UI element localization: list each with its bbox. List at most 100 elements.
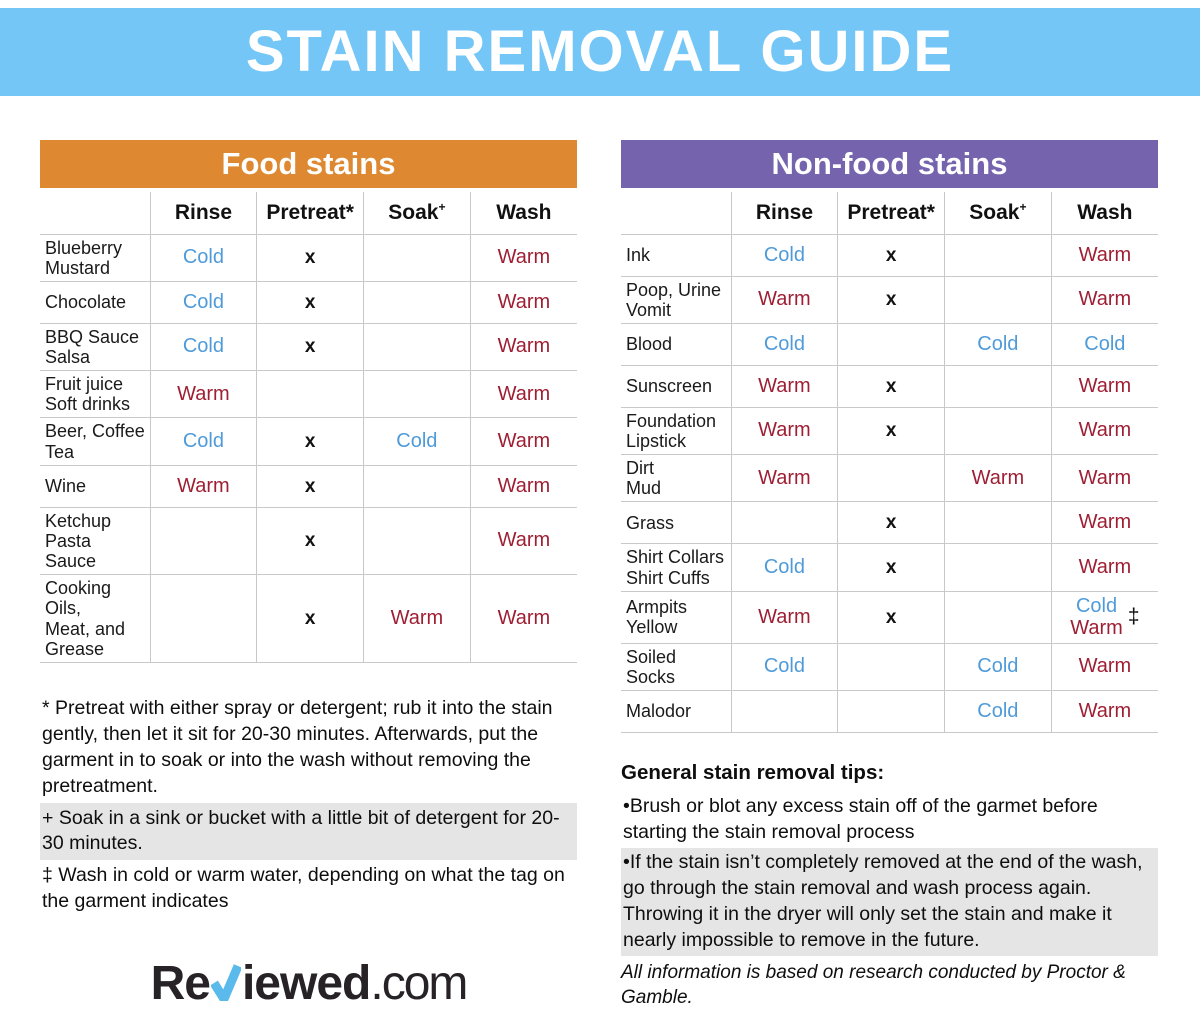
stain-name-cell: Foundation Lipstick (621, 406, 732, 456)
soak-cell (363, 370, 471, 419)
pretreat-cell: x (256, 464, 365, 508)
pretreat-x-mark: x (885, 375, 897, 397)
column-header-pretreat: Pretreat* (256, 192, 365, 235)
water-temp-value: Cold (977, 699, 1019, 722)
stain-name-cell: Grass (621, 501, 732, 545)
pretreat-x-mark: x (304, 431, 316, 453)
wash-cell: Warm (1050, 543, 1158, 592)
stain-name-cell: Dirt Mud (621, 454, 732, 503)
blank-header-cell (40, 192, 151, 235)
footnote-pretreat: * Pretreat with either spray or detergen… (40, 693, 577, 803)
footnote-marker: + (42, 806, 54, 829)
pretreat-cell (837, 642, 946, 691)
rinse-cell: Warm (730, 406, 839, 456)
column-header-soak: Soak+ (944, 192, 1052, 235)
pretreat-cell: x (256, 280, 365, 324)
wash-cell: Warm (469, 370, 577, 419)
water-temp-value: Cold (182, 335, 224, 358)
water-temp-value: Warm (1078, 511, 1132, 534)
pretreat-cell (837, 689, 946, 733)
stain-name-cell: Wine (40, 464, 151, 508)
wash-cell: Warm (1050, 454, 1158, 503)
water-temp-value: Warm (390, 607, 444, 630)
table-row: Fruit juice Soft drinks Warm Warm (40, 370, 577, 419)
stain-name-cell: Blueberry Mustard (40, 233, 151, 282)
water-temp-value: Warm (497, 335, 551, 358)
water-temp-value: Warm (1078, 243, 1132, 266)
rinse-cell: Cold (730, 233, 839, 277)
food-stains-title: Food stains (221, 146, 396, 181)
soak-cell: Warm (944, 454, 1052, 503)
logo-middle: iewed (241, 957, 371, 1011)
food-stains-section: Food stains Rinse Pretreat* Soak+ Wash Blueb… (40, 140, 577, 1012)
stain-name-cell: Soiled Socks (621, 642, 732, 691)
water-temp-value: Warm (1078, 288, 1132, 311)
wash-cell: Warm (1050, 689, 1158, 733)
wash-cell: Warm (1050, 364, 1158, 408)
water-temp-value: Cold (763, 332, 805, 355)
table-row: Sunscreen Warm x Warm (621, 364, 1158, 408)
water-temp-value: Warm (497, 290, 551, 313)
stain-name-cell: Fruit juice Soft drinks (40, 370, 151, 419)
reviewed-logo: Re iewed.com (40, 956, 577, 1011)
water-temp-value: Warm (1078, 655, 1132, 678)
water-temp-value: Warm (497, 529, 551, 552)
rinse-cell: Warm (730, 454, 839, 503)
food-stains-header-bar: Food stains (40, 140, 577, 188)
stain-name-cell: Cooking Oils, Meat, and Grease (40, 574, 151, 663)
soak-cell (363, 322, 471, 372)
water-temp-value: Cold (1075, 594, 1118, 617)
title-banner: STAIN REMOVAL GUIDE (0, 8, 1200, 96)
rinse-cell (149, 574, 258, 663)
water-temp-value: Warm (1078, 374, 1132, 397)
wash-cell: Warm (469, 464, 577, 508)
pretreat-cell: x (837, 233, 946, 277)
water-temp-value: Warm (758, 419, 811, 442)
wash-cell: Warm (469, 417, 577, 466)
content: Food stains Rinse Pretreat* Soak+ Wash Blueb… (40, 140, 1160, 1012)
logo-prefix: Re (150, 957, 211, 1011)
rinse-cell: Warm (730, 364, 839, 408)
rinse-cell (149, 506, 258, 576)
table-row: Chocolate Cold x Warm (40, 280, 577, 324)
rinse-cell: Cold (730, 322, 839, 366)
logo-suffix: .com (370, 957, 468, 1011)
footnote-text: Pretreat with either spray or detergent;… (42, 696, 553, 797)
water-temp-value: Warm (758, 466, 811, 489)
soak-cell: Cold (363, 417, 471, 466)
column-header-wash: Wash (469, 192, 577, 235)
wash-cell: Warm (1050, 233, 1158, 277)
water-temp-value: Warm (1078, 419, 1132, 442)
water-temp-value: Warm (497, 430, 551, 453)
water-temp-value: Warm (497, 474, 551, 497)
rinse-cell: Warm (730, 275, 839, 324)
rinse-cell (730, 501, 839, 545)
double-dagger-marker: ‡ (1127, 605, 1140, 629)
pretreat-x-mark: x (304, 530, 316, 552)
wash-cell: Cold Warm ‡ (1050, 590, 1158, 644)
wash-cell: Warm (469, 506, 577, 576)
nonfood-stains-title: Non-food stains (771, 146, 1008, 181)
rinse-cell: Cold (149, 280, 258, 324)
pretreat-x-mark: x (304, 247, 316, 269)
wash-cell: Warm (469, 322, 577, 372)
water-temp-value: Cold (763, 243, 805, 266)
water-temp-value: Cold (182, 246, 224, 269)
table-row: Armpits Yellow Warm x Cold Warm ‡ (621, 590, 1158, 644)
water-temp-value: Warm (971, 466, 1025, 489)
column-header-row: Rinse Pretreat* Soak+ Wash (40, 192, 577, 235)
table-row: Foundation Lipstick Warm x Warm (621, 406, 1158, 456)
wash-cell: Cold (1050, 322, 1158, 366)
column-header-wash: Wash (1050, 192, 1158, 235)
table-row: Ketchup Pasta Sauce x Warm (40, 506, 577, 576)
pretreat-cell (837, 322, 946, 366)
stain-name-cell: Sunscreen (621, 364, 732, 408)
stain-name-cell: Poop, Urine Vomit (621, 275, 732, 324)
pretreat-cell: x (256, 233, 365, 282)
water-temp-value: Warm (1070, 617, 1123, 640)
rinse-cell: Warm (149, 464, 258, 508)
table-row: Soiled Socks Cold Cold Warm (621, 642, 1158, 691)
wash-cell: Warm (1050, 642, 1158, 691)
pretreat-cell: x (837, 501, 946, 545)
footnotes: * Pretreat with either spray or detergen… (40, 693, 577, 918)
